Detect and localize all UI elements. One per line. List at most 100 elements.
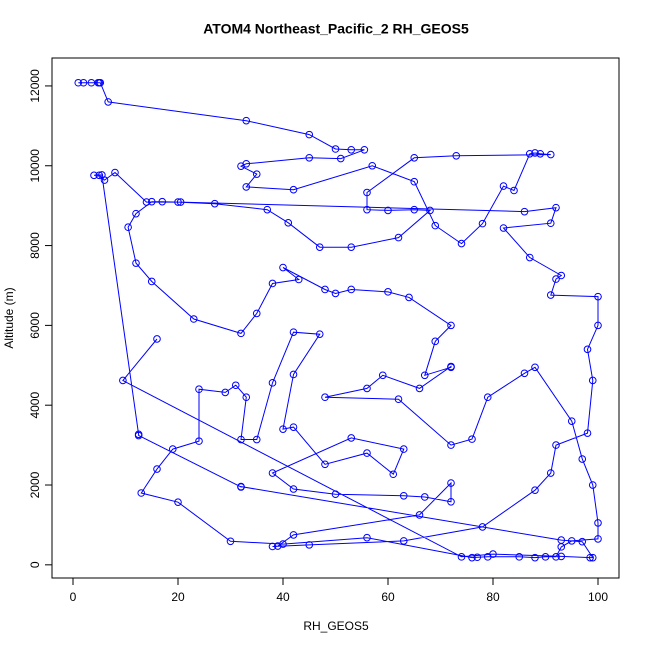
y-tick-label: 0 (28, 561, 42, 568)
data-point (331, 145, 340, 153)
data-point (321, 393, 329, 402)
data-point (347, 243, 356, 251)
data-point (226, 537, 235, 546)
data-point (134, 431, 143, 440)
plot-frame (51, 57, 620, 579)
y-tick-label: 4000 (28, 392, 42, 419)
data-point (252, 309, 261, 318)
data-point (347, 145, 356, 154)
data-point (347, 434, 356, 442)
data-point (405, 293, 413, 302)
data-point (594, 519, 602, 527)
data-point (189, 315, 198, 323)
data-point (331, 289, 340, 298)
data-point (426, 206, 434, 215)
data-point (567, 417, 576, 425)
y-axis-label: Altitude (m) (2, 287, 16, 348)
data-point (457, 239, 466, 248)
data-point (294, 275, 303, 284)
data-point (237, 329, 245, 338)
data-point (415, 384, 424, 393)
data-point (252, 435, 261, 444)
data-point (410, 153, 419, 162)
x-tick-label: 40 (276, 590, 290, 604)
data-point (531, 553, 539, 562)
data-point (520, 207, 529, 216)
data-point (399, 491, 408, 500)
data-point (473, 553, 482, 562)
data-point (552, 203, 560, 212)
data-point (557, 536, 566, 544)
data-point (384, 288, 392, 296)
data-point (378, 371, 387, 380)
data-point (468, 435, 476, 443)
data-point (289, 328, 298, 336)
data-point (431, 221, 440, 230)
data-point (242, 183, 251, 191)
data-point (447, 441, 455, 449)
data-point (176, 198, 185, 206)
data-point (153, 465, 161, 473)
data-point (119, 376, 127, 385)
chart-title: ATOM4 Northeast_Pacific_2 RH_GEOS5 (203, 21, 469, 37)
data-point (499, 182, 508, 190)
data-point (546, 219, 555, 228)
data-point (263, 205, 272, 214)
data-point (478, 219, 487, 228)
data-point (363, 205, 371, 214)
data-point (305, 130, 314, 139)
data-point (268, 379, 277, 387)
data-point (289, 423, 298, 431)
data-point (104, 98, 112, 106)
data-point (447, 321, 455, 330)
data-point (363, 384, 371, 393)
data-point (588, 481, 597, 489)
x-tick-label: 0 (70, 590, 77, 604)
data-point (594, 321, 602, 330)
data-point (174, 498, 182, 506)
x-tick-label: 100 (588, 590, 608, 604)
data-point (552, 275, 560, 283)
data-point (347, 285, 356, 294)
data-point (153, 335, 161, 343)
data-point (531, 363, 539, 372)
x-tick-label: 80 (486, 590, 500, 604)
x-tick-label: 20 (171, 590, 185, 604)
data-point (305, 541, 314, 549)
data-point (363, 533, 371, 542)
data-point (578, 455, 587, 463)
data-point (447, 497, 455, 506)
data-point (394, 395, 403, 404)
data-point (237, 435, 245, 444)
data-point (531, 486, 539, 495)
y-tick-label: 6000 (28, 312, 42, 339)
data-point (147, 277, 156, 286)
data-point (552, 441, 560, 449)
data-point (315, 243, 324, 251)
data-point (90, 171, 98, 180)
data-point (174, 198, 182, 206)
data-point (368, 161, 377, 170)
data-point (394, 233, 403, 242)
data-point (331, 490, 340, 498)
data-point (399, 537, 408, 545)
data-point (363, 449, 371, 457)
data-point (210, 199, 219, 208)
data-point (415, 511, 424, 519)
data-point (552, 553, 560, 561)
data-point (583, 345, 592, 354)
data-point (546, 291, 555, 299)
data-point (525, 149, 534, 158)
data-point (289, 370, 298, 379)
data-point (195, 437, 203, 445)
data-point (237, 482, 245, 491)
data-point (588, 376, 597, 385)
data-point (489, 550, 497, 558)
data-point (132, 259, 140, 267)
data-point (289, 185, 298, 194)
data-point (305, 153, 314, 162)
x-tick-label: 60 (381, 590, 395, 604)
data-point (279, 425, 287, 433)
data-point (158, 197, 167, 206)
data-point (594, 535, 602, 543)
